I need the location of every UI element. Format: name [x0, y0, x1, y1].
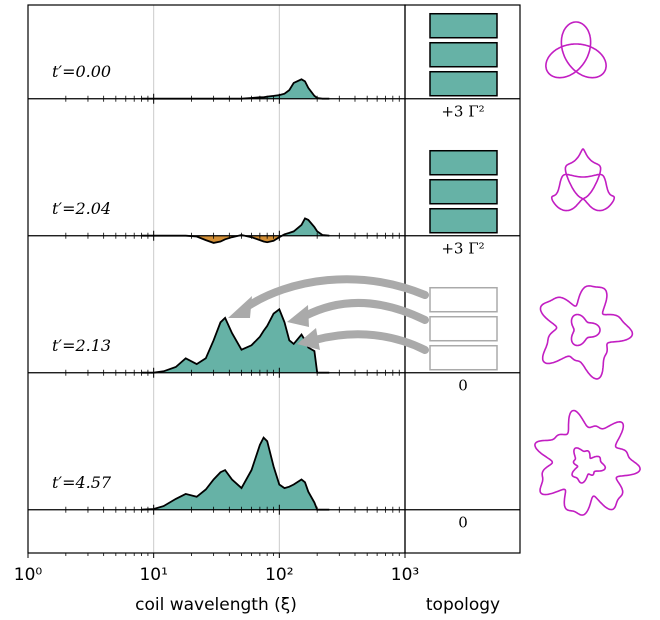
knot: [534, 409, 641, 516]
x-tick-label: 10¹: [139, 565, 167, 585]
topology-box: [429, 12, 498, 39]
topology-frame: [404, 4, 521, 554]
arrow: [311, 330, 429, 354]
x-tick-label: 10³: [391, 565, 419, 585]
topology-row-label: 0: [458, 514, 468, 532]
row-label: t′=2.04: [52, 199, 111, 218]
topology-box: [429, 70, 498, 97]
knot: [539, 285, 634, 380]
knot: [570, 313, 601, 347]
topology-box: [429, 41, 498, 68]
topology-box: [429, 178, 498, 205]
arrows: [228, 275, 429, 354]
x-tick-label: 10⁰: [14, 565, 43, 585]
row-label: t′=2.13: [52, 336, 111, 355]
topology-row-label: +3 Γ²: [441, 103, 484, 121]
topology-box: [429, 149, 498, 176]
topology-row-label: 0: [458, 377, 468, 395]
knot: [571, 447, 607, 484]
topology-box: [429, 207, 498, 234]
topology-box: [429, 286, 498, 313]
knot: [550, 148, 616, 212]
arrow-head: [287, 305, 309, 327]
topology-label: topology: [426, 595, 500, 615]
arrow-head: [297, 328, 320, 350]
area: [141, 79, 330, 99]
x-tick-label: 10²: [265, 565, 293, 585]
topology-box: [429, 344, 498, 371]
area: [141, 218, 330, 243]
topology-row-label: +3 Γ²: [441, 240, 484, 258]
topology-box: [429, 315, 498, 342]
row-label: t′=4.57: [52, 473, 112, 492]
x-axis-label: coil wavelength (ξ): [135, 595, 297, 615]
arrow: [301, 299, 429, 324]
area: [141, 437, 330, 510]
row-label: t′=0.00: [52, 62, 111, 81]
arrow: [241, 275, 429, 312]
knot: [545, 21, 607, 79]
line: [141, 436, 330, 511]
area: [141, 309, 330, 373]
arrow-head: [228, 296, 252, 318]
